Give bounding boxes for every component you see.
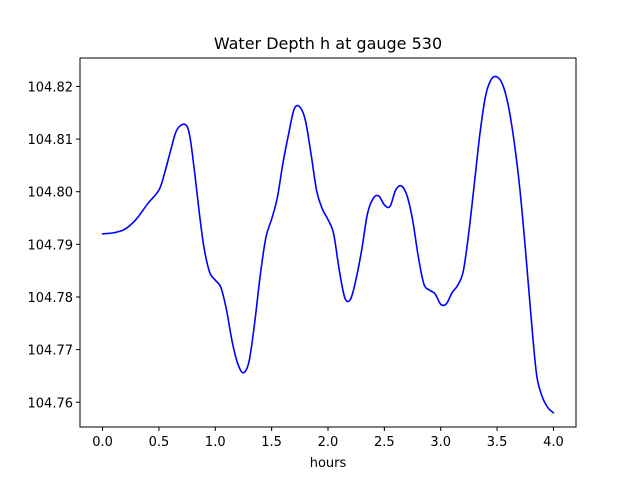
y-tick-label: 104.82 [28, 80, 74, 95]
chart-title: Water Depth h at gauge 530 [214, 34, 442, 53]
x-axis: 0.0 0.5 1.0 1.5 2.0 2.5 3.0 3.5 4.0 [92, 427, 564, 450]
x-axis-label: hours [310, 456, 347, 471]
y-tick-label: 104.78 [28, 291, 74, 306]
water-depth-line [101, 75, 555, 414]
x-tick-label: 3.5 [487, 435, 508, 450]
y-tick-label: 104.76 [28, 396, 74, 411]
x-tick-label: 0.0 [92, 435, 113, 450]
x-tick-label: 2.5 [374, 435, 395, 450]
x-tick-label: 1.0 [205, 435, 226, 450]
x-tick-label: 1.5 [261, 435, 282, 450]
plot-area [79, 57, 577, 428]
y-tick-label: 104.77 [28, 344, 74, 359]
x-tick-label: 4.0 [543, 435, 564, 450]
x-tick-label: 2.0 [318, 435, 339, 450]
x-tick-label: 3.0 [430, 435, 451, 450]
y-tick-label: 104.80 [28, 186, 74, 201]
y-tick-label: 104.81 [28, 133, 74, 148]
y-axis: 104.76 104.77 104.78 104.79 104.80 104.81 104.… [28, 80, 80, 411]
x-tick-label: 0.5 [149, 435, 170, 450]
y-tick-label: 104.79 [28, 238, 74, 253]
